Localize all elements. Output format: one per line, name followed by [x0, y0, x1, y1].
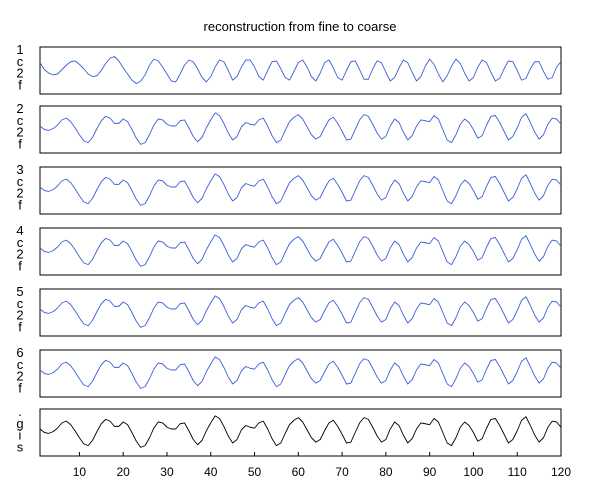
row-label-char: 2: [16, 101, 23, 116]
row-label-char: 4: [16, 223, 23, 238]
row-label-char: c: [17, 235, 24, 250]
row-label-char: c: [17, 296, 24, 311]
x-tick-label: 30: [160, 465, 174, 479]
row-label-char: c: [17, 54, 24, 69]
row-label-char: 2: [16, 66, 23, 81]
series-line: [39, 415, 562, 448]
row-label-char: 2: [16, 125, 23, 140]
panel-frame: [39, 166, 562, 215]
panel-frame: [39, 46, 562, 95]
row-label-char: f: [18, 136, 22, 151]
series-line: [39, 234, 562, 267]
x-tick-label: 40: [204, 465, 218, 479]
x-tick-label: 120: [551, 465, 571, 479]
panel-frame: [39, 349, 562, 398]
row-label-char: i: [19, 428, 22, 443]
panel-7: .gis: [16, 404, 562, 457]
panel-frame: [39, 288, 562, 337]
x-tick-label: 50: [248, 465, 262, 479]
row-label-char: c: [17, 113, 24, 128]
x-tick-label: 110: [508, 465, 527, 479]
series-line: [39, 356, 562, 389]
row-label-char: f: [18, 380, 22, 395]
series-line: [39, 56, 562, 85]
row-label-char: 2: [16, 186, 23, 201]
row-label-char: 6: [16, 345, 23, 360]
row-label-char: f: [18, 258, 22, 273]
x-tick-label: 60: [292, 465, 306, 479]
row-label-char: 2: [16, 369, 23, 384]
row-label-char: g: [16, 416, 23, 431]
row-label-char: 3: [16, 162, 23, 177]
panel-frame: [39, 105, 562, 154]
x-tick-label: 80: [379, 465, 393, 479]
row-label-char: f: [18, 77, 22, 92]
series-line: [39, 112, 562, 145]
chart-title: reconstruction from fine to coarse: [204, 19, 397, 34]
row-label-char: c: [17, 174, 24, 189]
panel-frame: [39, 408, 562, 457]
row-label-char: s: [17, 439, 24, 454]
panel-frame: [39, 227, 562, 276]
x-tick-label: 70: [335, 465, 349, 479]
x-tick-label: 100: [463, 465, 483, 479]
x-tick-label: 10: [73, 465, 87, 479]
row-label-char: f: [18, 319, 22, 334]
x-tick-label: 20: [117, 465, 131, 479]
x-tick-label: 90: [423, 465, 437, 479]
row-label-char: f: [18, 197, 22, 212]
series-line: [39, 295, 562, 328]
row-label-char: .: [18, 404, 22, 419]
row-label-char: 5: [16, 284, 23, 299]
series-line: [39, 173, 562, 206]
x-axis: 10 20 30 40 50 60 70 80 90 100 110 120: [73, 452, 571, 479]
row-label-char: c: [17, 357, 24, 372]
row-label-char: 2: [16, 247, 23, 262]
row-label-char: 2: [16, 308, 23, 323]
row-label-char: 1: [16, 42, 23, 57]
